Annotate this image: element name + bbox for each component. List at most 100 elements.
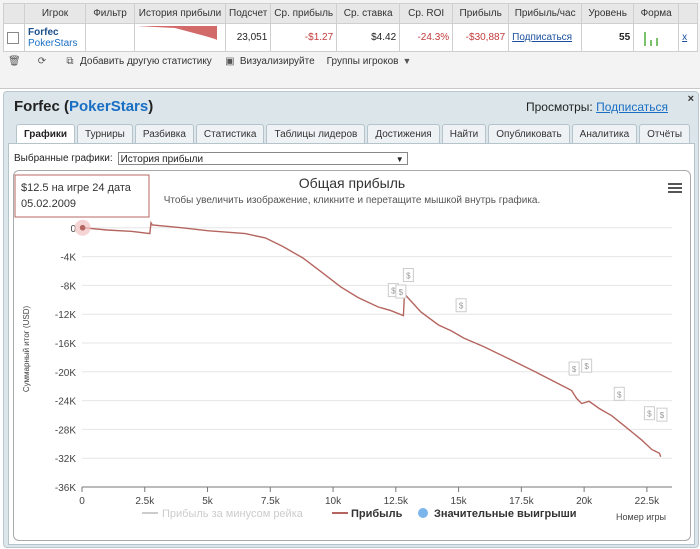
- chart-svg[interactable]: 0 -4K -8K -12K -16K -20K -24K -28K -32K -36K 0 2.5…: [14, 171, 690, 540]
- header-player[interactable]: Игрок: [24, 3, 86, 24]
- header-profit[interactable]: Прибыль: [452, 3, 510, 24]
- remove-row-link[interactable]: x: [682, 32, 688, 43]
- header-avg-stake[interactable]: Ср. ставка: [336, 3, 401, 24]
- dollar-sign-icon: $: [647, 410, 652, 419]
- dollar-flag-icon: [643, 406, 655, 421]
- menu-icon: [668, 183, 682, 185]
- level-cell: 55: [581, 23, 635, 52]
- y-tick-label: -24K: [55, 397, 76, 408]
- stats-header-row: Игрок Фильтр История прибыли Подсчет Ср.…: [3, 3, 699, 24]
- x-axis-title: Номер игры: [616, 512, 666, 522]
- y-tick-label: -36K: [55, 483, 76, 494]
- tab-analytics[interactable]: Аналитика: [571, 124, 638, 143]
- tooltip-line-2: 05.02.2009: [21, 198, 76, 210]
- significant-win-marker[interactable]: $: [581, 358, 593, 373]
- tab-statistics[interactable]: Статистика: [195, 124, 265, 143]
- form-bar: [650, 40, 653, 46]
- filter-cell[interactable]: [85, 23, 135, 52]
- x-tick-label: 5k: [202, 496, 214, 507]
- significant-win-marker[interactable]: $: [395, 284, 407, 299]
- player-site-link[interactable]: PokerStars: [28, 37, 78, 49]
- y-tick-label: -32K: [55, 454, 76, 465]
- dollar-flag-icon: [402, 267, 414, 282]
- dollar-flag-icon: [395, 284, 407, 299]
- add-stat-label: Добавить другую статистику: [80, 55, 212, 67]
- x-tick-label: 7.5k: [261, 496, 281, 507]
- y-tick-label: -8K: [60, 281, 76, 292]
- y-tick-label: 0: [70, 224, 76, 235]
- visualize-button[interactable]: ▣ Визуализируйте: [224, 56, 315, 67]
- tab-tournaments[interactable]: Турниры: [77, 124, 133, 143]
- refresh-button[interactable]: ⟳: [36, 56, 52, 67]
- significant-win-marker[interactable]: $: [402, 267, 414, 282]
- header-count[interactable]: Подсчет: [224, 3, 272, 24]
- x-tick-label: 17.5k: [509, 496, 534, 507]
- views-subscribe-link[interactable]: Подписаться: [596, 100, 668, 114]
- player-groups-dropdown[interactable]: Группы игроков ▼: [327, 56, 412, 67]
- y-tick-label: -28K: [55, 425, 76, 436]
- views-label: Просмотры:: [525, 100, 593, 114]
- y-axis-ticks: 0 -4K -8K -12K -16K -20K -24K -28K -32K -36K: [55, 224, 77, 494]
- tab-find[interactable]: Найти: [441, 124, 487, 143]
- delete-button[interactable]: 🗑: [8, 56, 24, 67]
- x-tick-label: 12.5k: [384, 496, 409, 507]
- image-icon: ▣: [225, 55, 235, 67]
- avg-roi-cell: -24.3%: [399, 23, 454, 52]
- refresh-icon: ⟳: [37, 55, 47, 67]
- close-icon[interactable]: ×: [687, 93, 694, 105]
- tab-breakdown[interactable]: Разбивка: [134, 124, 194, 143]
- y-tick-label: -20K: [55, 368, 76, 379]
- subscribe-link[interactable]: Подписаться: [512, 32, 573, 43]
- dollar-flag-icon: [581, 358, 593, 373]
- legend-item-wins[interactable]: Значительные выигрыши: [418, 508, 577, 520]
- player-name-link[interactable]: Forfec: [28, 26, 59, 38]
- tab-publish[interactable]: Опубликовать: [488, 124, 570, 143]
- panel-site-link[interactable]: PokerStars: [69, 98, 149, 115]
- legend-profit-label: Прибыль: [351, 508, 403, 520]
- tab-leaderboards[interactable]: Таблицы лидеров: [266, 124, 366, 143]
- legend-item-profit[interactable]: Прибыль: [332, 508, 403, 520]
- series-line-profit[interactable]: [82, 220, 662, 458]
- player-panel: × Forfec (PokerStars) Просмотры: Подписа…: [3, 91, 699, 548]
- chart-menu-button[interactable]: [666, 181, 682, 195]
- header-form[interactable]: Форма: [633, 3, 680, 24]
- significant-win-marker[interactable]: $: [643, 406, 655, 421]
- profit-chart[interactable]: 0 -4K -8K -12K -16K -20K -24K -28K -32K -36K 0 2.5…: [13, 170, 691, 541]
- dollar-sign-icon: $: [572, 365, 577, 374]
- header-profit-history[interactable]: История прибыли: [134, 3, 226, 24]
- menu-icon-line: [668, 187, 682, 189]
- add-stat-button[interactable]: ⧉ Добавить другую статистику: [64, 55, 212, 67]
- significant-win-marker[interactable]: $: [568, 361, 580, 376]
- y-tick-label: -12K: [55, 310, 76, 321]
- significant-win-marker[interactable]: $: [613, 386, 625, 401]
- chart-tooltip: $12.5 на игре 24 дата 05.02.2009: [14, 174, 150, 218]
- stats-toolbar: 🗑 ⟳ ⧉ Добавить другую статистику ▣ Визуали…: [8, 53, 423, 69]
- y-tick-label: -16K: [55, 339, 76, 350]
- header-profit-per-hour[interactable]: Прибыль/час: [508, 3, 583, 24]
- graph-select[interactable]: История прибыли ▼: [117, 152, 408, 165]
- x-tick-label: 20k: [576, 496, 593, 507]
- stats-table: Игрок Фильтр История прибыли Подсчет Ср.…: [3, 3, 699, 52]
- dollar-sign-icon: $: [584, 362, 589, 371]
- row-checkbox[interactable]: [7, 31, 19, 44]
- views-info: Просмотры: Подписаться: [526, 100, 668, 114]
- dollar-flag-icon: [455, 298, 467, 313]
- header-level[interactable]: Уровень: [581, 3, 635, 24]
- legend-wins-swatch: [418, 508, 428, 518]
- x-tick-label: 2.5k: [135, 496, 155, 507]
- legend-item-rake[interactable]: Прибыль за минусом рейка: [142, 508, 304, 520]
- graph-select-label: Выбранные графики:: [14, 153, 113, 164]
- dollar-sign-icon: $: [459, 302, 464, 311]
- player-cell: Forfec PokerStars: [24, 23, 86, 52]
- significant-win-marker[interactable]: $: [656, 407, 668, 422]
- hover-point[interactable]: [79, 224, 86, 231]
- header-avg-profit[interactable]: Ср. прибыль: [270, 3, 338, 24]
- header-filter[interactable]: Фильтр: [85, 3, 135, 24]
- tab-achievements[interactable]: Достижения: [367, 124, 440, 143]
- tab-graphs[interactable]: Графики: [16, 124, 76, 144]
- header-avg-roi[interactable]: Ср. ROI: [399, 3, 454, 24]
- player-groups-label: Группы игроков: [326, 55, 399, 67]
- significant-win-marker[interactable]: $: [455, 298, 467, 313]
- tab-reports[interactable]: Отчёты: [639, 124, 691, 143]
- profit-history-cell: [134, 23, 226, 52]
